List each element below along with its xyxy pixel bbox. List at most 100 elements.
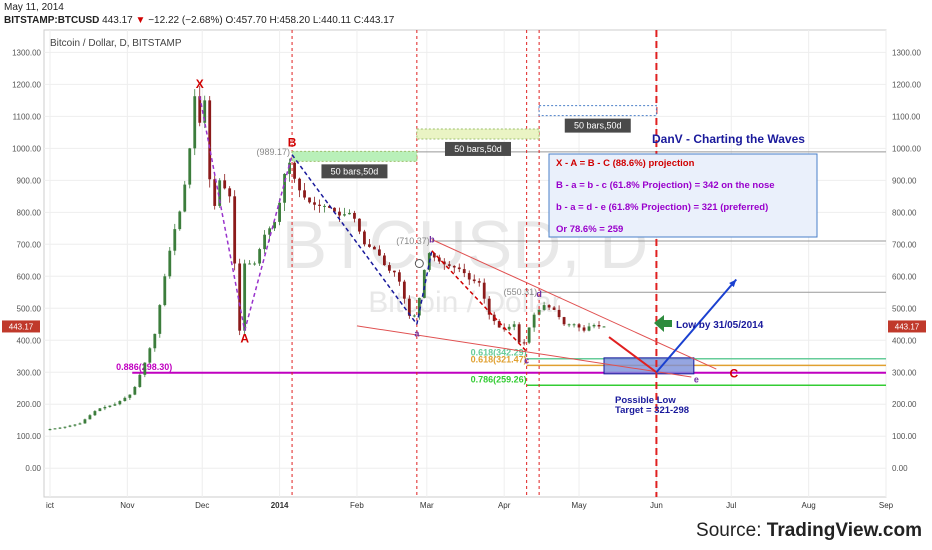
price-level-label: (710.37) bbox=[396, 236, 430, 246]
note-line: Or 78.6% = 259 bbox=[556, 224, 623, 235]
candle-body bbox=[602, 326, 606, 328]
candle-body bbox=[303, 190, 306, 198]
last-price-tag-left: 443.17 bbox=[9, 322, 34, 331]
candle-body bbox=[562, 317, 566, 325]
candle-body bbox=[487, 298, 491, 315]
y-tick-label-right: 0.00 bbox=[892, 464, 908, 473]
candle-body bbox=[532, 314, 536, 328]
symbol: BITSTAMP:BTCUSD bbox=[4, 15, 100, 26]
low-by-callout: Low by 31/05/2014 bbox=[676, 320, 764, 331]
candle-body bbox=[522, 342, 526, 344]
lower-channel-line bbox=[356, 325, 692, 378]
candle-body bbox=[58, 427, 62, 429]
y-tick-label-left: 1300.00 bbox=[12, 48, 41, 57]
y-tick-label-right: 600.00 bbox=[892, 272, 917, 281]
candle-body bbox=[517, 324, 521, 343]
candle-body bbox=[467, 273, 471, 280]
candle-body bbox=[387, 265, 391, 271]
fib-level-label: 0.786(259.26) bbox=[471, 374, 527, 384]
candle-body bbox=[158, 305, 162, 334]
y-tick-label-left: 200.00 bbox=[17, 400, 42, 409]
note-line: X - A = B - C (88.6%) projection bbox=[556, 158, 695, 169]
x-tick-label: Apr bbox=[498, 501, 511, 510]
y-tick-label-right: 500.00 bbox=[892, 304, 917, 313]
candle-body bbox=[138, 374, 142, 387]
candle-body bbox=[53, 428, 57, 430]
candle-body bbox=[407, 298, 411, 316]
candle-body bbox=[273, 221, 276, 229]
candle-body bbox=[437, 257, 441, 262]
candle-body bbox=[378, 249, 381, 256]
candle-body bbox=[328, 205, 331, 208]
x-tick-label: Mar bbox=[420, 501, 434, 510]
x-tick-label: ict bbox=[46, 501, 55, 510]
candle-body bbox=[128, 394, 132, 398]
candle-body bbox=[253, 263, 257, 265]
x-tick-label: Nov bbox=[120, 501, 134, 510]
candle-body bbox=[547, 305, 551, 308]
high-value: H:458.20 bbox=[269, 15, 311, 26]
x-tick-label: Sep bbox=[879, 501, 894, 510]
y-tick-label-right: 200.00 bbox=[892, 400, 917, 409]
wave-x-a bbox=[198, 96, 246, 331]
y-tick-label-left: 600.00 bbox=[17, 272, 42, 281]
chart-background bbox=[0, 30, 932, 515]
candle-body bbox=[148, 348, 152, 363]
candle-body bbox=[577, 324, 581, 328]
last-price-tag-right: 443.17 bbox=[895, 322, 920, 331]
candle-body bbox=[133, 386, 137, 395]
candle-body bbox=[288, 162, 291, 174]
candle-body bbox=[163, 276, 167, 306]
candle-body bbox=[263, 234, 267, 250]
y-tick-label-right: 1300.00 bbox=[892, 48, 921, 57]
bar-span-tag-bg bbox=[564, 118, 631, 133]
annotation-title: DanV - Charting the Waves bbox=[652, 132, 805, 146]
candle-body bbox=[63, 426, 67, 428]
candle-body bbox=[198, 96, 202, 123]
candle-body bbox=[118, 401, 122, 405]
candle-body bbox=[392, 270, 396, 273]
candle-body bbox=[188, 148, 192, 185]
candle-body bbox=[587, 326, 591, 331]
candle-body bbox=[308, 197, 311, 203]
candle-body bbox=[248, 263, 252, 265]
bar-span-box bbox=[538, 105, 657, 117]
candle-body bbox=[243, 263, 247, 331]
candle-body bbox=[462, 269, 466, 274]
candle-body bbox=[542, 305, 546, 310]
candle-body bbox=[338, 211, 341, 216]
y-tick-label-left: 700.00 bbox=[17, 240, 42, 249]
candle-body bbox=[432, 253, 436, 258]
wave-label-A: A bbox=[240, 332, 249, 346]
price-level-label: (550.31) bbox=[504, 287, 538, 297]
y-tick-label-right: 1100.00 bbox=[892, 112, 921, 121]
candle-body bbox=[527, 327, 531, 343]
candle-body bbox=[567, 324, 571, 326]
bar-span-label: 50 bars,50d bbox=[331, 166, 379, 176]
y-tick-label-left: 400.00 bbox=[17, 336, 42, 345]
candle-body bbox=[208, 100, 212, 180]
candle-body bbox=[93, 411, 97, 416]
y-tick-label-left: 100.00 bbox=[17, 432, 42, 441]
bar-span-label: 50 bars,50d bbox=[454, 144, 502, 154]
source-brand: TradingView.com bbox=[766, 520, 922, 541]
y-tick-label-left: 500.00 bbox=[17, 304, 42, 313]
wave-label-d: d bbox=[536, 289, 542, 299]
candle-body bbox=[323, 205, 326, 207]
bar-span-tag-bg bbox=[321, 164, 388, 179]
candle-body bbox=[123, 397, 127, 402]
candle-body bbox=[153, 333, 157, 349]
price-change: −12.22 (−2.68%) bbox=[148, 15, 223, 26]
candle-body bbox=[572, 324, 576, 326]
candle-body bbox=[178, 211, 182, 230]
up-projection-arrow bbox=[655, 278, 738, 373]
bar-span-label: 50 bars,50d bbox=[574, 121, 622, 131]
y-tick-label-right: 100.00 bbox=[892, 432, 917, 441]
candle-body bbox=[213, 179, 217, 206]
candle-body bbox=[358, 218, 361, 232]
wave-label-B: B bbox=[288, 136, 297, 150]
open-value: O:457.70 bbox=[225, 15, 267, 26]
price-level-label: (989.17) bbox=[257, 147, 291, 157]
bar-span-box bbox=[291, 150, 418, 162]
